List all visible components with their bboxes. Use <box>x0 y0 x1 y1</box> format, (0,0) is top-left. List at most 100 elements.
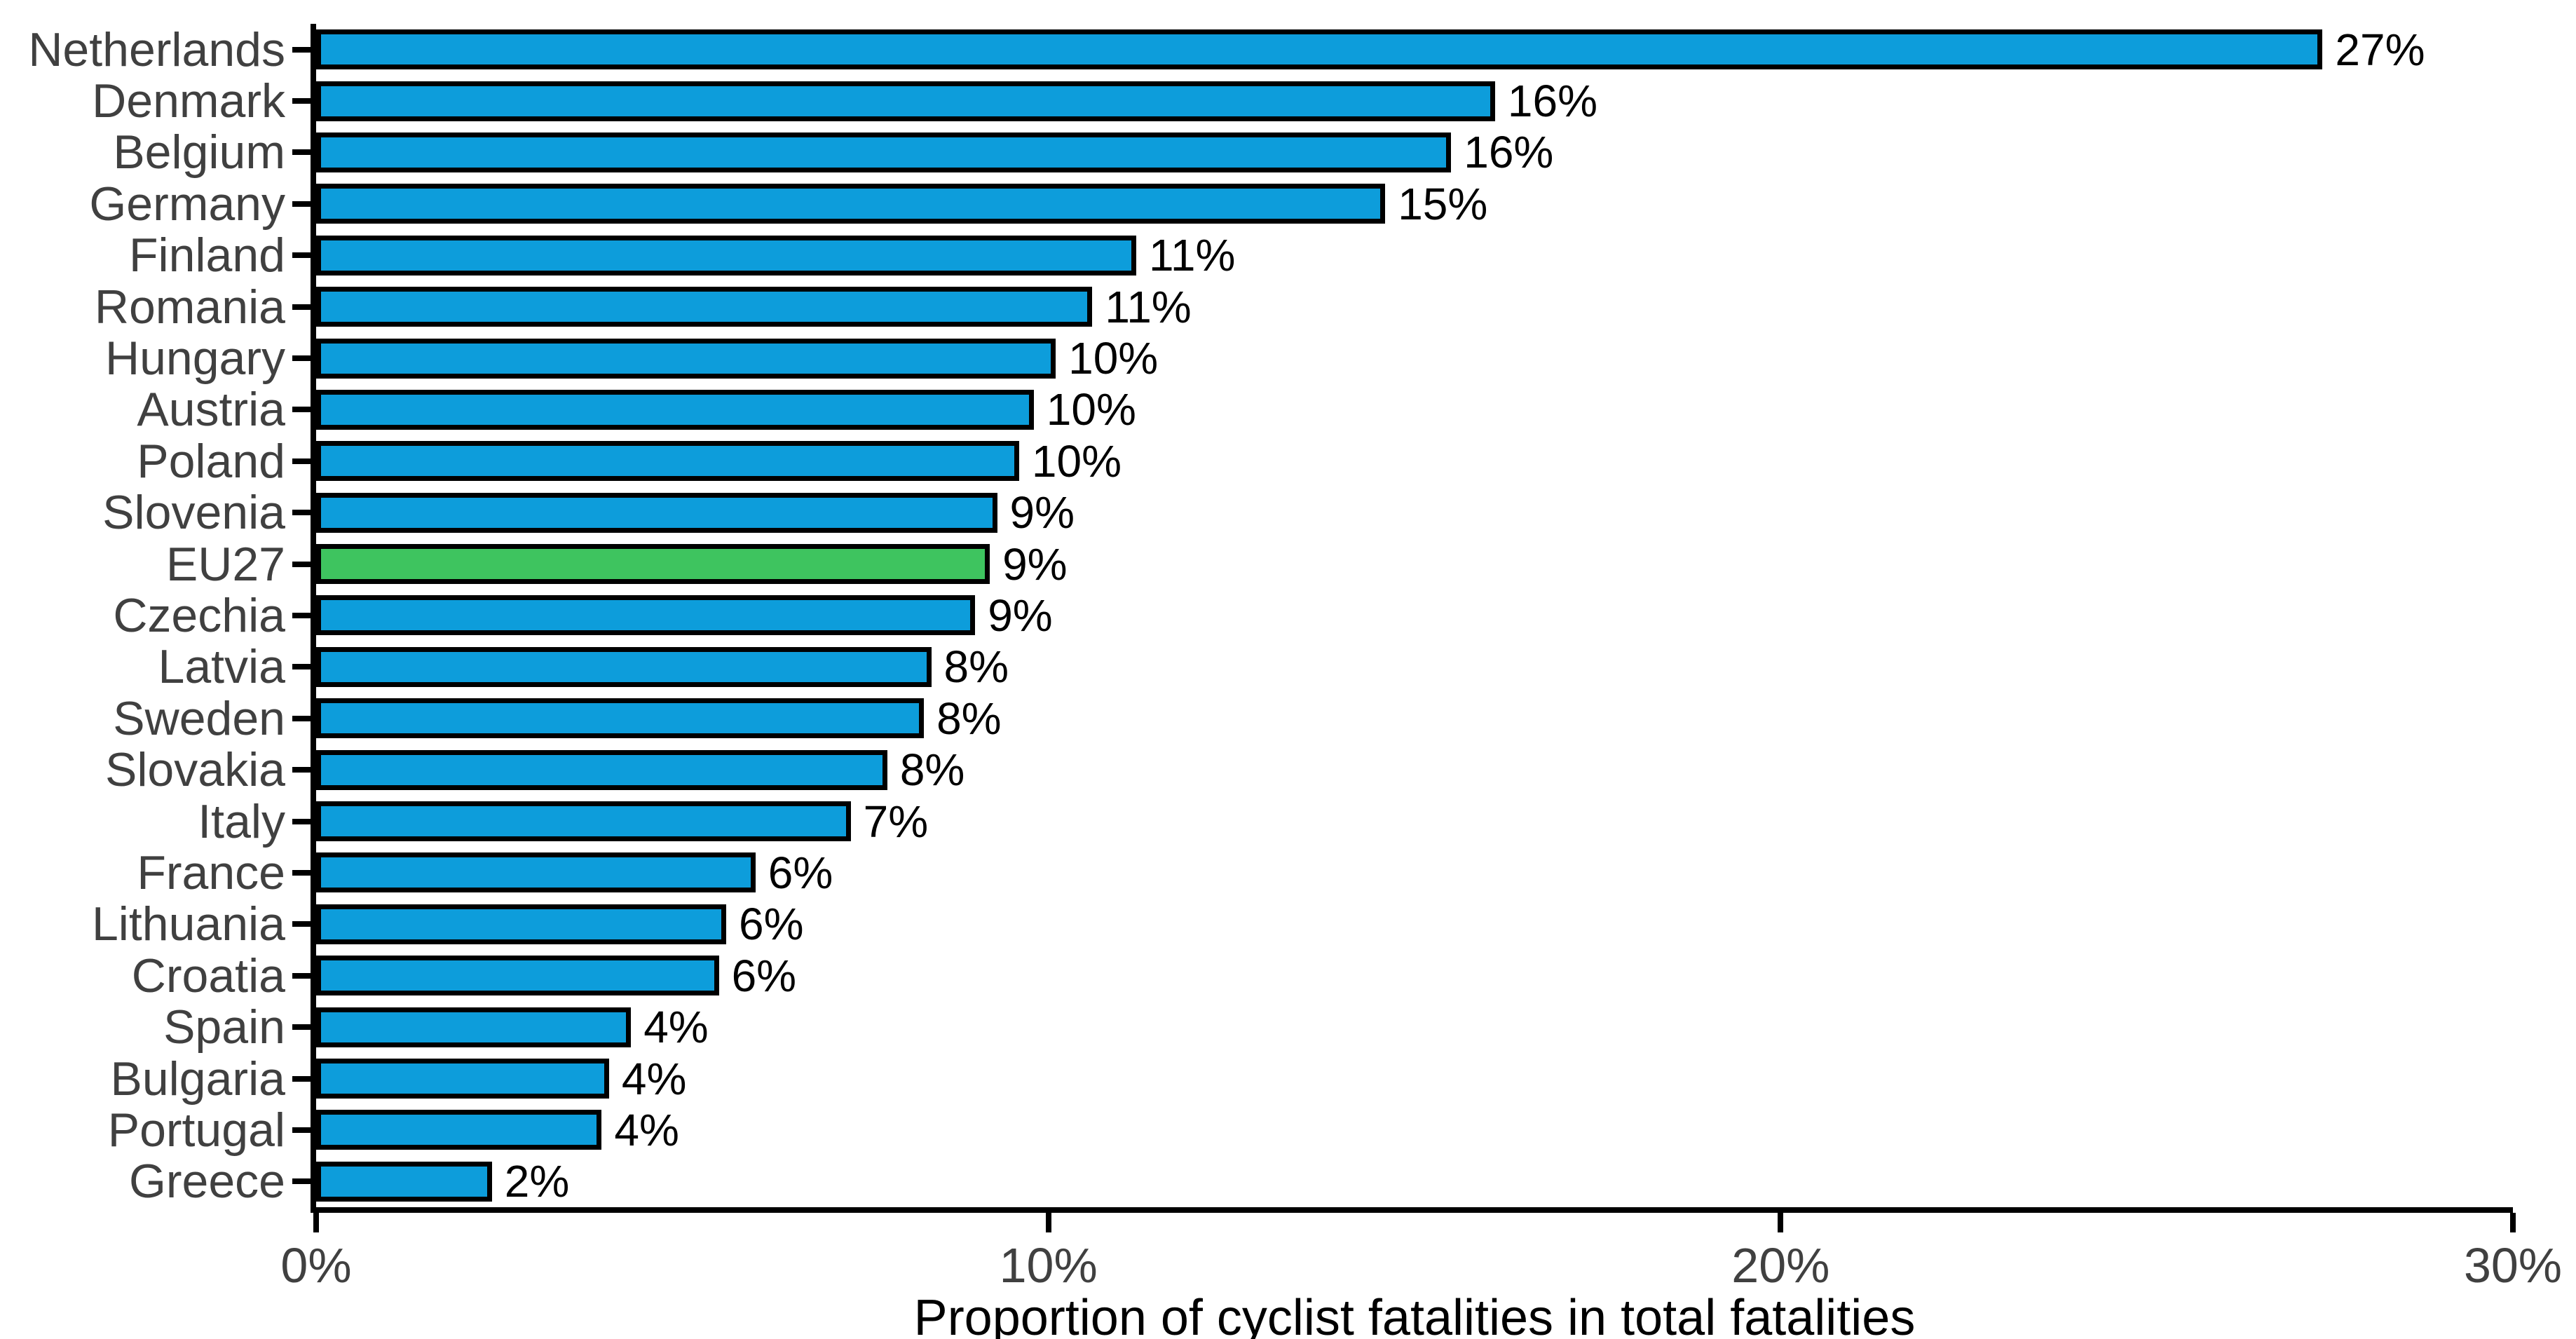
category-label: Italy <box>198 794 285 848</box>
x-tick-label: 0% <box>280 1238 352 1293</box>
bar-row: Slovenia 9% <box>102 487 2513 538</box>
value-label: 4% <box>621 1053 687 1104</box>
bar-row: Netherlands 27% <box>28 24 2513 75</box>
value-label: 4% <box>614 1104 679 1155</box>
category-label: Romania <box>94 280 285 334</box>
y-tick-mark <box>292 869 311 876</box>
category-label: Netherlands <box>28 22 285 76</box>
x-tick-mark <box>313 1213 319 1232</box>
y-tick-mark <box>292 98 311 104</box>
category-label: Slovenia <box>102 486 285 540</box>
value-label: 2% <box>504 1156 570 1207</box>
bar <box>316 389 1034 430</box>
y-tick-mark <box>292 767 311 773</box>
bar-row: Czechia 9% <box>113 590 2513 641</box>
value-label: 15% <box>1398 178 1488 229</box>
value-label: 9% <box>1002 538 1068 590</box>
y-tick-mark <box>292 715 311 721</box>
y-tick-mark <box>292 1127 311 1133</box>
category-label: Lithuania <box>91 897 285 951</box>
y-tick-mark <box>292 149 311 156</box>
bar <box>316 441 1019 482</box>
value-label: 7% <box>863 796 929 847</box>
bar <box>316 698 925 739</box>
x-axis-title: Proportion of cyclist fatalities in tota… <box>913 1290 1916 1339</box>
category-label: France <box>137 845 285 899</box>
bar-rows: Netherlands 27% Denmark 16% Belgium 16% German… <box>28 24 2513 1207</box>
y-tick-mark <box>292 252 311 259</box>
bar <box>316 235 1137 276</box>
x-tick-mark <box>2510 1213 2516 1232</box>
bar <box>316 132 1452 172</box>
y-tick-mark <box>292 1178 311 1185</box>
y-tick-mark <box>292 664 311 670</box>
bar <box>316 801 851 842</box>
category-label: EU27 <box>165 537 285 591</box>
bar-row: Poland 10% <box>137 435 2513 487</box>
category-label: Slovakia <box>104 743 285 797</box>
category-label: Bulgaria <box>110 1052 286 1106</box>
bar-row: Belgium 16% <box>113 127 2513 178</box>
x-tick-label: 10% <box>999 1238 1098 1293</box>
bar <box>316 492 997 533</box>
category-label: Hungary <box>104 332 285 386</box>
bar-row: Romania 11% <box>95 281 2513 332</box>
value-label: 8% <box>899 745 965 796</box>
bar <box>316 904 726 944</box>
y-tick-mark <box>292 818 311 824</box>
category-label: Latvia <box>158 640 285 694</box>
bar-row: Germany 15% <box>89 178 2513 229</box>
x-tick-mark <box>1778 1213 1784 1232</box>
value-label: 6% <box>768 847 833 898</box>
category-label: Denmark <box>92 74 285 128</box>
bar-row: Lithuania 6% <box>92 899 2513 950</box>
value-label: 6% <box>739 899 804 950</box>
y-tick-mark <box>292 510 311 516</box>
x-tick-label: 30% <box>2463 1238 2563 1293</box>
value-label: 16% <box>1507 76 1597 127</box>
bar <box>316 184 1386 224</box>
value-label: 11% <box>1149 230 1236 281</box>
y-tick-mark <box>292 972 311 979</box>
bar <box>316 29 2323 70</box>
y-tick-mark <box>292 355 311 362</box>
bar-row: Sweden 8% <box>113 693 2513 744</box>
bar <box>316 1007 632 1047</box>
bar <box>316 1161 492 1202</box>
value-label: 27% <box>2335 24 2425 75</box>
value-label: 10% <box>1068 333 1159 384</box>
category-label: Belgium <box>113 125 285 179</box>
bar <box>316 646 932 687</box>
y-tick-mark <box>292 1075 311 1082</box>
bar <box>316 338 1056 379</box>
bar-row: Bulgaria 4% <box>111 1053 2513 1104</box>
category-label: Finland <box>128 229 285 283</box>
y-tick-mark <box>292 46 311 53</box>
category-label: Poland <box>137 434 285 488</box>
bar <box>316 956 719 996</box>
value-label: 4% <box>643 1002 709 1053</box>
value-label: 8% <box>943 641 1009 693</box>
value-label: 8% <box>936 693 1002 744</box>
value-label: 10% <box>1046 384 1136 435</box>
bar-row: EU27 9% <box>166 538 2513 590</box>
category-label: Portugal <box>107 1103 285 1157</box>
value-label: 6% <box>731 950 797 1001</box>
bar-row: Latvia 8% <box>158 641 2513 693</box>
bar <box>316 81 1495 121</box>
bar <box>316 1110 602 1150</box>
category-label: Germany <box>89 177 285 231</box>
plot-area: Netherlands 27% Denmark 16% Belgium 16% German… <box>28 24 2562 1339</box>
value-label: 16% <box>1464 127 1554 178</box>
category-label: Czechia <box>113 588 285 642</box>
value-label: 9% <box>988 590 1053 641</box>
category-label: Sweden <box>113 691 285 745</box>
category-label: Spain <box>163 1000 285 1054</box>
bar-row: Denmark 16% <box>92 75 2513 127</box>
bar-row: Croatia 6% <box>132 950 2513 1001</box>
category-label: Austria <box>137 383 285 437</box>
x-tick-label: 20% <box>1731 1238 1830 1293</box>
bar <box>316 749 887 790</box>
y-tick-mark <box>292 407 311 413</box>
